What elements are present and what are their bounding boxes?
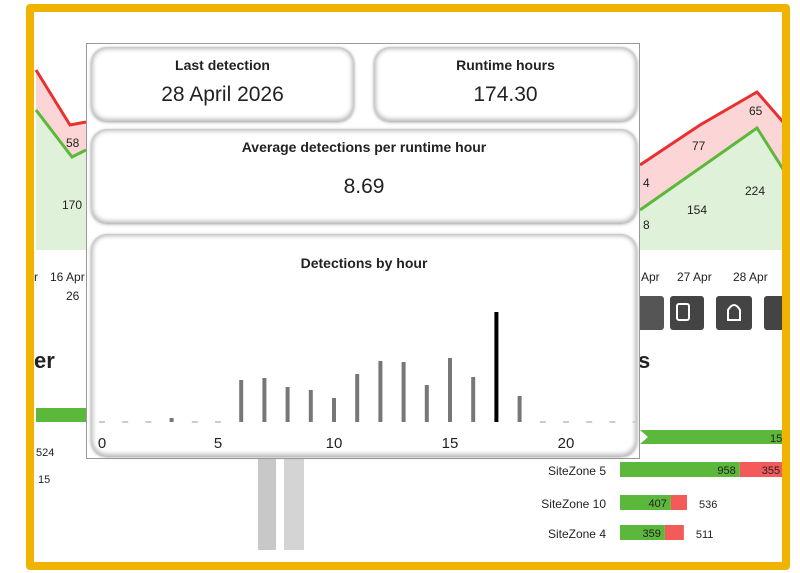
chart: Detections by hour 0 5 10 15 20	[98, 255, 637, 452]
bar	[262, 378, 267, 422]
bar-segment	[664, 525, 684, 540]
date-label: 28 Apr	[733, 270, 768, 284]
heading: er	[34, 348, 55, 373]
chart-card: Detections by hour 0 5 10 15 20	[91, 234, 637, 456]
line-label: 58	[66, 136, 80, 150]
bar	[145, 421, 152, 423]
bar	[239, 380, 244, 422]
line-label: 224	[745, 184, 765, 198]
bar	[609, 421, 616, 423]
bar	[308, 390, 313, 422]
zone-label: SiteZone 5	[548, 464, 606, 478]
value-label: 15	[38, 474, 50, 486]
bar	[632, 421, 637, 423]
segment-label: 355	[762, 465, 780, 477]
bar	[99, 421, 105, 423]
line	[34, 69, 87, 127]
x-tick-label: 5	[214, 435, 222, 452]
value-label: 524	[36, 447, 54, 459]
card-value: 8.69	[343, 175, 385, 198]
popup: Last detection 28 April 2026 Runtime hou…	[86, 43, 640, 459]
bar	[640, 430, 782, 444]
date-label: r	[34, 270, 38, 284]
bar	[169, 418, 174, 422]
dashboard-frame: 58 170 65 77 224 154 4 8 r 16 Apr 26 Apr…	[26, 4, 790, 570]
date-label: Apr	[641, 270, 660, 284]
bar-segment	[670, 495, 687, 510]
bar	[36, 408, 86, 422]
line	[34, 109, 87, 159]
line	[639, 90, 782, 167]
date-label: 26	[66, 289, 80, 303]
line-label: 4	[643, 176, 650, 190]
background-dashboard: 58 170 65 77 224 154 4 8 r 16 Apr 26 Apr…	[34, 69, 782, 550]
bar	[285, 387, 290, 422]
site-zones: SiteZone 5 958 355 SiteZone 10 407 536 SiteZon…	[541, 462, 782, 541]
band	[640, 92, 782, 210]
zone-label: SiteZone 4	[548, 527, 606, 541]
bar-segment	[620, 525, 665, 540]
bar	[378, 361, 383, 422]
line-label: 154	[687, 203, 707, 217]
bar	[517, 396, 522, 422]
area	[36, 110, 86, 250]
line-label: 65	[749, 104, 763, 118]
bar	[332, 398, 336, 422]
date-label: 16 Apr	[50, 270, 85, 284]
value-label: 15	[770, 433, 782, 445]
bar	[191, 421, 198, 423]
card-label: Last detection	[175, 57, 270, 73]
bar	[586, 421, 593, 423]
toolbar	[636, 296, 782, 330]
bar	[401, 362, 406, 422]
icon	[727, 304, 741, 321]
bar	[448, 358, 452, 422]
segment-label: 407	[649, 498, 667, 510]
icon	[676, 303, 690, 321]
bar	[471, 377, 476, 422]
overlay: Last detection 28 April 2026 Runtime hou…	[34, 12, 782, 562]
toolbar-button[interactable]	[636, 296, 664, 330]
zone-label: SiteZone 10	[541, 497, 606, 511]
segment-label: 359	[643, 528, 661, 540]
bar-segment	[739, 462, 782, 477]
scrollbar	[258, 458, 276, 550]
card-label: Runtime hours	[456, 57, 555, 73]
line-label: 170	[62, 198, 82, 212]
x-tick-label: 10	[326, 435, 343, 452]
segment-label: 958	[717, 465, 735, 477]
x-tick-label: 20	[558, 435, 575, 452]
card: Last detection 28 April 2026	[91, 47, 354, 121]
line-label: 8	[643, 218, 650, 232]
bar	[563, 421, 569, 423]
bar	[494, 312, 499, 422]
chart-title: Detections by hour	[301, 255, 428, 271]
card-value: 28 April 2026	[161, 83, 284, 106]
toolbar-button[interactable]	[716, 296, 752, 330]
total-label: 536	[699, 499, 717, 511]
card: Average detections per runtime hour 8.69	[91, 129, 637, 223]
bar	[122, 421, 129, 423]
bar	[215, 421, 221, 423]
card: Runtime hours 174.30	[374, 47, 637, 121]
heading: s	[638, 348, 650, 373]
date-label: 27 Apr	[677, 270, 712, 284]
card-value: 174.30	[473, 83, 538, 106]
bar	[539, 421, 546, 423]
scrollbar	[284, 458, 304, 550]
bar	[424, 385, 429, 422]
bar	[355, 374, 360, 422]
total-label: 511	[696, 529, 714, 541]
card-label: Average detections per runtime hour	[241, 139, 487, 155]
toolbar-button[interactable]	[764, 296, 782, 330]
line-label: 77	[692, 139, 706, 153]
x-tick-label: 0	[98, 435, 106, 452]
bar-segment	[620, 495, 671, 510]
line	[639, 125, 782, 212]
bar-segment	[620, 462, 740, 477]
area	[640, 128, 782, 250]
x-tick-label: 15	[442, 435, 459, 452]
